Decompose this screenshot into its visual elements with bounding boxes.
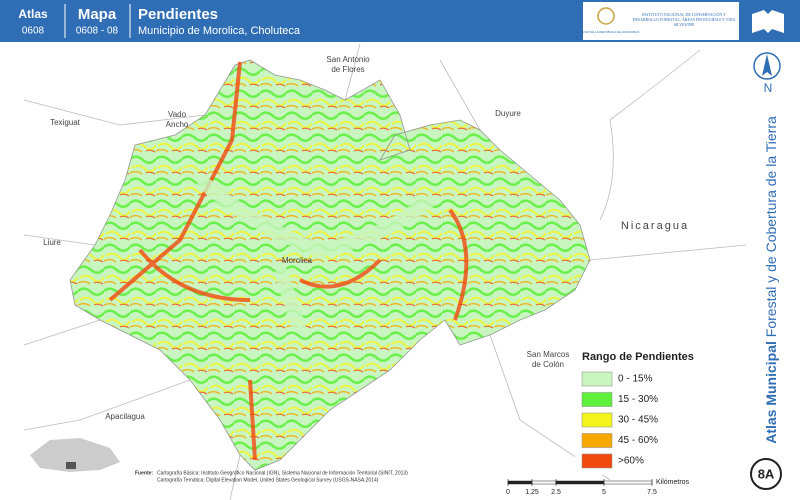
legend-label: 15 - 30% bbox=[618, 394, 658, 405]
logo-right: INSTITUTO NACIONAL DE CONSERVACIÓN Y DES… bbox=[632, 12, 736, 27]
source-label: Fuente: bbox=[135, 470, 153, 476]
legend-swatch bbox=[581, 412, 613, 428]
place-label: Duyure bbox=[495, 109, 521, 118]
sidebar-bold: Atlas Municipal bbox=[763, 341, 779, 444]
boundaries bbox=[23, 43, 747, 500]
place-label: Apacilagua bbox=[105, 412, 145, 421]
honduras-inset bbox=[30, 438, 120, 472]
legend-label: 0 - 15% bbox=[618, 374, 653, 385]
scale-label: 1.25 bbox=[525, 489, 539, 496]
place-label: Morolica bbox=[282, 256, 313, 265]
north-label: N bbox=[764, 81, 773, 95]
scale-label: 7.5 bbox=[647, 489, 657, 496]
atlas-label: Atlas bbox=[18, 7, 48, 21]
legend-label: >60% bbox=[618, 456, 644, 467]
scale-label: 5 bbox=[602, 489, 606, 496]
legend-label: 45 - 60% bbox=[618, 435, 658, 446]
scale-label: 2.5 bbox=[551, 489, 561, 496]
place-label: Ancho bbox=[166, 120, 189, 129]
scale-segment bbox=[507, 480, 533, 485]
map-title: Pendientes bbox=[138, 6, 218, 23]
valley bbox=[195, 174, 435, 333]
place-label: San Marcos bbox=[527, 350, 570, 359]
badge-circle bbox=[750, 458, 782, 490]
badge: 8A bbox=[758, 466, 775, 481]
map-subtitle: Municipio de Morolica, Choluteca bbox=[138, 25, 301, 37]
logo-left: GOBIERNO DE LA REPÚBLICA DE HONDURAS bbox=[573, 29, 639, 34]
legend-swatch bbox=[581, 433, 613, 448]
source-line: Cartografía Temática: Digital Elevation … bbox=[157, 477, 379, 483]
place-label: de Colón bbox=[532, 360, 564, 369]
legend-box bbox=[575, 345, 743, 475]
legend-title: Rango de Pendientes bbox=[582, 351, 694, 363]
scale-segment bbox=[531, 480, 557, 485]
sidebar-rest: Forestal y de Cobertura de la Tierra bbox=[763, 116, 779, 341]
slope-texture bbox=[69, 59, 591, 471]
place-label: San Antonio bbox=[326, 55, 370, 64]
place-label: Nicaragua bbox=[621, 220, 689, 232]
logo-right-box: INSTITUTO NACIONAL DE CONSERVACIÓN Y DES… bbox=[632, 12, 736, 27]
place-label: Vado bbox=[168, 110, 187, 119]
sidebar-title: Atlas Municipal Forestal y de Cobertura … bbox=[763, 116, 779, 444]
legend-swatch bbox=[581, 392, 613, 407]
source-line: Cartografía Básica: Instituto Geográfico… bbox=[157, 470, 408, 476]
scale-segment bbox=[603, 480, 653, 485]
north-circle bbox=[753, 52, 781, 80]
legend-label: 30 - 45% bbox=[618, 415, 658, 426]
place-label: Liure bbox=[43, 238, 61, 247]
map-code: 0608 - 08 bbox=[76, 26, 119, 37]
legend-swatch bbox=[581, 371, 613, 387]
scale-unit: Kilómetros bbox=[656, 479, 690, 486]
map-label: Mapa bbox=[78, 6, 117, 23]
book-icon bbox=[752, 10, 784, 33]
place-label: de Flores bbox=[331, 65, 364, 74]
place-label: Texiguat bbox=[50, 118, 81, 127]
scale-label: 0 bbox=[506, 489, 510, 496]
atlas-code: 0608 bbox=[22, 26, 45, 37]
legend-swatch bbox=[581, 453, 613, 469]
scale-segment bbox=[555, 480, 605, 485]
